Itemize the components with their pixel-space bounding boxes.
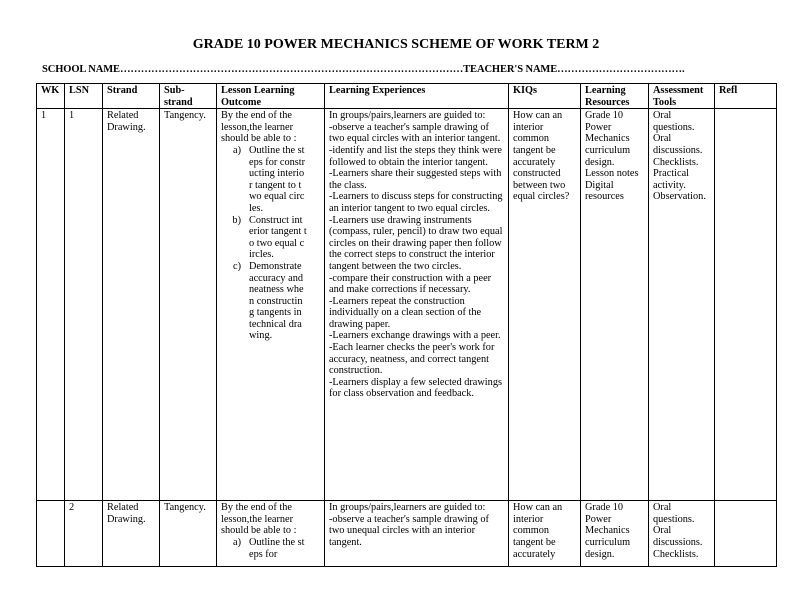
header-row: WK LSN Strand Sub-strand Lesson Learning… <box>36 82 777 110</box>
cell-substrand: Tangency. <box>159 500 217 568</box>
resource-item: Lesson notes <box>585 168 639 180</box>
header-experiences: Learning Experiences <box>324 82 509 110</box>
header-substrand: Sub-strand <box>159 82 217 110</box>
table-row: 1 1 Related Drawing. Tangency. By the end of… <box>36 108 777 502</box>
resource-item: Grade 10 Power Mechanics curriculum desi… <box>585 110 631 168</box>
header-lsn: LSN <box>64 82 103 110</box>
scheme-of-work-table: WK LSN Strand Sub-strand Lesson Learning… <box>36 82 777 568</box>
cell-assessment: Oral questions. Oral discussions. Checklis… <box>648 108 715 502</box>
outcome-item: c) Demonstrate accuracy and neatness when… <box>221 261 320 342</box>
header-kiqs: KIQs <box>508 82 581 110</box>
assessment-item: Oral questions. <box>653 110 695 133</box>
cell-assessment: Oral questions. Oral discussions. Checklis… <box>648 500 715 568</box>
cell-resources: Grade 10 Power Mechanics curriculum desi… <box>580 500 649 568</box>
cell-experiences: In groups/pairs,learners are guided to: -… <box>324 108 509 502</box>
header-wk: WK <box>36 82 65 110</box>
cell-wk: 1 <box>36 108 65 502</box>
cell-refl <box>714 108 777 502</box>
cell-lsn: 2 <box>64 500 103 568</box>
outcome-label: b) <box>232 214 241 226</box>
assessment-item: Practical activity. <box>653 168 690 191</box>
cell-resources: Grade 10 Power Mechanics curriculum desi… <box>580 108 649 502</box>
experience-item: In groups/pairs,learners are guided to: <box>329 502 486 514</box>
experience-item: -Learners to discuss steps for construct… <box>329 191 503 214</box>
header-assessment: Assessment Tools <box>648 82 715 110</box>
assessment-item: Checklists. <box>653 156 699 168</box>
cell-kiqs: How can an interior common tangent be ac… <box>508 500 581 568</box>
experience-item: -Learners share their suggested steps wi… <box>329 168 502 191</box>
assessment-item: Oral questions. <box>653 502 695 525</box>
cell-refl <box>714 500 777 568</box>
experience-item: In groups/pairs,learners are guided to: <box>329 110 486 122</box>
experience-item: -Each learner checks the peer's work for… <box>329 342 495 377</box>
experience-item: -Learners display a few selected drawing… <box>329 376 502 400</box>
header-refl: Refl <box>714 82 777 110</box>
experience-item: -identify and list the steps they think … <box>329 144 503 168</box>
header-strand: Strand <box>102 82 160 110</box>
header-resources: Learning Resources <box>580 82 649 110</box>
experience-item: -Learners repeat the construction indivi… <box>329 295 482 330</box>
assessment-item: Observation. <box>653 191 706 203</box>
outcome-label: c) <box>233 260 241 272</box>
outcome-text: Demonstrate accuracy and neatness when c… <box>249 260 304 342</box>
assessment-item: Checklists. <box>653 548 699 560</box>
outcome-label: a) <box>233 536 241 548</box>
outcome-item: b) Construct interior tangent to two equa… <box>221 215 320 261</box>
experience-item: -Learners use drawing instruments (compa… <box>329 214 503 272</box>
cell-lsn: 1 <box>64 108 103 502</box>
table-row: 2 Related Drawing. Tangency. By the end of … <box>36 500 777 568</box>
experience-item: -observe a teacher's sample drawing of t… <box>329 513 489 548</box>
outcome-intro: By the end of the lesson,the learner sho… <box>221 110 297 145</box>
cell-strand: Related Drawing. <box>102 500 160 568</box>
assessment-item: Oral discussions. <box>653 525 703 548</box>
cell-substrand: Tangency. <box>159 108 217 502</box>
outcome-text: Construct interior tangent to two equal … <box>249 214 307 261</box>
cell-outcome: By the end of the lesson,the learner sho… <box>216 500 325 568</box>
document-title: GRADE 10 POWER MECHANICS SCHEME OF WORK … <box>192 37 600 52</box>
resource-item: Grade 10 Power Mechanics curriculum desi… <box>585 502 631 560</box>
school-teacher-name-line: SCHOOL NAME……………………………………………………………………………… <box>42 64 685 75</box>
outcome-item: a) Outline the steps for constructing int… <box>221 145 320 215</box>
outcome-label: a) <box>233 144 241 156</box>
resource-item: Digital resources <box>585 179 624 203</box>
header-outcome: Lesson Learning Outcome <box>216 82 325 110</box>
cell-kiqs: How can an interior common tangent be ac… <box>508 108 581 502</box>
cell-experiences: In groups/pairs,learners are guided to: -… <box>324 500 509 568</box>
outcome-text: Outline the steps for <box>249 536 305 560</box>
experience-item: -Learners exchange drawings with a peer. <box>329 330 501 342</box>
outcome-intro: By the end of the lesson,the learner sho… <box>221 502 297 537</box>
assessment-item: Oral discussions. <box>653 133 703 156</box>
cell-wk <box>36 500 65 568</box>
outcome-item: a) Outline the steps for <box>221 537 320 560</box>
outcome-text: Outline the steps for constructing inter… <box>249 144 306 214</box>
cell-strand: Related Drawing. <box>102 108 160 502</box>
experience-item: -compare their construction with a peer … <box>329 272 492 296</box>
experience-item: -observe a teacher's sample drawing of t… <box>329 121 501 145</box>
cell-outcome: By the end of the lesson,the learner sho… <box>216 108 325 502</box>
